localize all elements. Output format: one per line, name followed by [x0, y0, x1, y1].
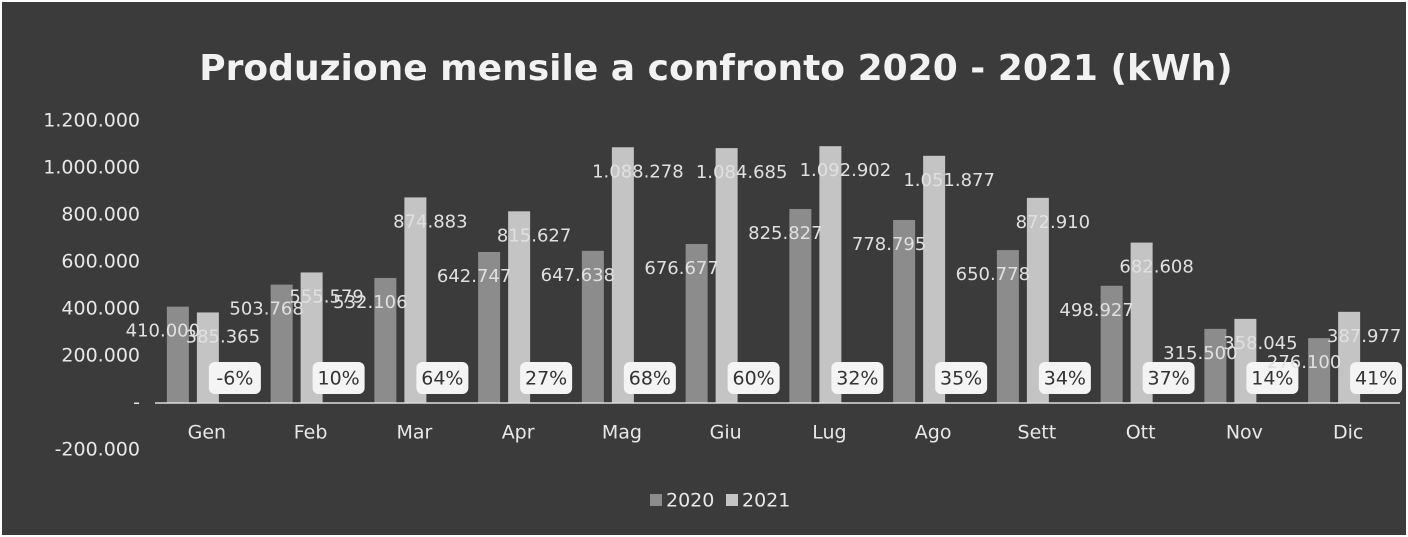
annotation: 60% [733, 368, 775, 390]
bar [270, 284, 293, 403]
x-tick-label: Gen [188, 422, 226, 444]
value-label: 676.677 [644, 258, 718, 279]
annotation: 10% [318, 368, 360, 390]
bar [715, 148, 738, 403]
annotation-box [727, 362, 780, 394]
annotation-box [208, 362, 261, 394]
bar [581, 250, 604, 403]
bar [1204, 328, 1227, 403]
bar [1100, 285, 1123, 403]
value-label: 358.045 [1223, 333, 1297, 354]
bar [374, 277, 397, 403]
value-label: 815.627 [497, 225, 571, 246]
value-label: 1.084.685 [696, 162, 788, 183]
bar [611, 147, 634, 403]
value-label: 532.106 [333, 292, 407, 313]
bar [478, 251, 501, 403]
x-tick-label: Giu [710, 422, 742, 444]
value-label: 555.579 [289, 286, 363, 307]
annotation: 68% [629, 368, 671, 390]
annotation: 41% [1355, 368, 1397, 390]
x-tick-label: Feb [294, 422, 328, 444]
value-label: 647.638 [541, 265, 615, 286]
value-label: 1.051.877 [903, 170, 995, 191]
annotation-box [623, 362, 676, 394]
y-tick-label: -200.000 [55, 439, 140, 461]
bar [819, 146, 842, 403]
annotation-box [1038, 362, 1091, 394]
bar [893, 219, 916, 403]
x-tick-label: Ago [915, 422, 952, 444]
value-label: 825.827 [748, 223, 822, 244]
legend-swatch [726, 494, 738, 506]
annotation-box [1246, 362, 1299, 394]
x-tick-label: Sett [1018, 422, 1057, 444]
value-label: 1.088.278 [592, 161, 684, 182]
annotation-box [520, 362, 573, 394]
annotation-box [935, 362, 988, 394]
bar [685, 243, 708, 403]
y-tick-label: 800.000 [61, 204, 140, 226]
bar [404, 197, 427, 403]
value-label: 650.778 [956, 264, 1030, 285]
annotation: -6% [216, 368, 253, 390]
value-label: 642.747 [437, 266, 511, 287]
x-tick-label: Mar [396, 422, 432, 444]
annotation-box [831, 362, 884, 394]
y-tick-label: 1.200.000 [43, 110, 140, 132]
value-label: 276.100 [1267, 352, 1341, 373]
x-tick-label: Ott [1126, 422, 1156, 444]
annotation: 37% [1148, 368, 1190, 390]
value-label: 872.910 [1016, 212, 1090, 233]
x-tick-label: Apr [502, 422, 535, 444]
legend-label: 2021 [742, 490, 790, 512]
value-label: 874.883 [393, 211, 467, 232]
annotation: 27% [525, 368, 567, 390]
annotation: 14% [1251, 368, 1293, 390]
y-tick-label: 400.000 [61, 298, 140, 320]
x-tick-label: Mag [602, 422, 642, 444]
bar [923, 155, 946, 403]
y-tick-label: 1.000.000 [43, 157, 140, 179]
y-tick-label: 200.000 [61, 345, 140, 367]
bar [166, 306, 189, 403]
legend-swatch [650, 494, 662, 506]
bar [1026, 197, 1049, 403]
annotation: 34% [1044, 368, 1086, 390]
value-label: 1.092.902 [800, 160, 892, 181]
annotation-box [312, 362, 365, 394]
bar [1308, 338, 1331, 403]
annotation: 35% [940, 368, 982, 390]
annotation: 64% [421, 368, 463, 390]
y-tick-label: - [133, 392, 140, 414]
value-label: 385.365 [186, 326, 260, 347]
annotation-box [416, 362, 469, 394]
bar [508, 211, 531, 403]
annotation-box [1142, 362, 1195, 394]
value-label: 503.768 [229, 299, 303, 320]
annotation: 32% [836, 368, 878, 390]
bar [789, 208, 812, 403]
legend-label: 2020 [666, 490, 714, 512]
x-tick-label: Lug [812, 422, 846, 444]
value-label: 498.927 [1059, 300, 1133, 321]
value-label: 778.795 [852, 234, 926, 255]
value-label: 682.608 [1119, 257, 1193, 278]
x-tick-label: Nov [1226, 422, 1263, 444]
value-label: 410.000 [126, 321, 200, 342]
x-tick-label: Dic [1333, 422, 1363, 444]
value-label: 315.500 [1163, 343, 1237, 364]
chart-title: Produzione mensile a confronto 2020 - 20… [199, 48, 1232, 89]
annotation-box [1350, 362, 1403, 394]
bar [996, 250, 1019, 403]
y-tick-label: 600.000 [61, 251, 140, 273]
value-label: 387.977 [1327, 326, 1401, 347]
